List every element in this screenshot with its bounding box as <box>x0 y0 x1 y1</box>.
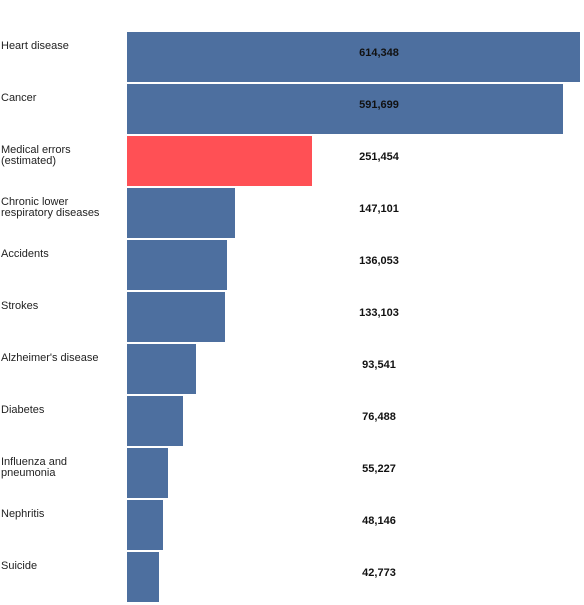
value-label-heart-disease: 614,348 <box>359 47 399 59</box>
bar-accidents <box>127 240 227 290</box>
value-label-alzheimer-s-disease: 93,541 <box>362 359 396 371</box>
value-label-strokes: 133,103 <box>359 307 399 319</box>
bar-alzheimer-s-disease <box>127 344 196 394</box>
category-label-medical-errors-estimated: Medical errors (estimated) <box>1 144 71 167</box>
value-label-suicide: 42,773 <box>362 567 396 579</box>
category-label-strokes: Strokes <box>1 300 39 312</box>
value-label-diabetes: 76,488 <box>362 411 396 423</box>
category-label-cancer: Cancer <box>1 92 37 104</box>
bar-chronic-lower-respiratory-diseases <box>127 188 235 238</box>
value-label-chronic-lower-respiratory-diseases: 147,101 <box>359 203 399 215</box>
bar-influenza-and-pneumonia <box>127 448 168 498</box>
bar-diabetes <box>127 396 183 446</box>
bar-strokes <box>127 292 225 342</box>
category-label-nephritis: Nephritis <box>1 508 45 520</box>
value-label-accidents: 136,053 <box>359 255 399 267</box>
value-label-influenza-and-pneumonia: 55,227 <box>362 463 396 475</box>
category-label-heart-disease: Heart disease <box>1 40 69 52</box>
bar-nephritis <box>127 500 163 550</box>
value-label-medical-errors-estimated: 251,454 <box>359 151 399 163</box>
bar-cancer <box>127 84 563 134</box>
bar-medical-errors-estimated <box>127 136 312 186</box>
category-label-accidents: Accidents <box>1 248 49 260</box>
value-label-nephritis: 48,146 <box>362 515 396 527</box>
category-label-suicide: Suicide <box>1 560 38 572</box>
category-label-influenza-and-pneumonia: Influenza and pneumonia <box>1 456 68 479</box>
value-label-cancer: 591,699 <box>359 99 399 111</box>
category-label-chronic-lower-respiratory-diseases: Chronic lower respiratory diseases <box>1 196 100 219</box>
bar-suicide <box>127 552 159 602</box>
category-label-alzheimer-s-disease: Alzheimer's disease <box>1 352 99 364</box>
bar-heart-disease <box>127 32 580 82</box>
category-label-diabetes: Diabetes <box>1 404 45 416</box>
